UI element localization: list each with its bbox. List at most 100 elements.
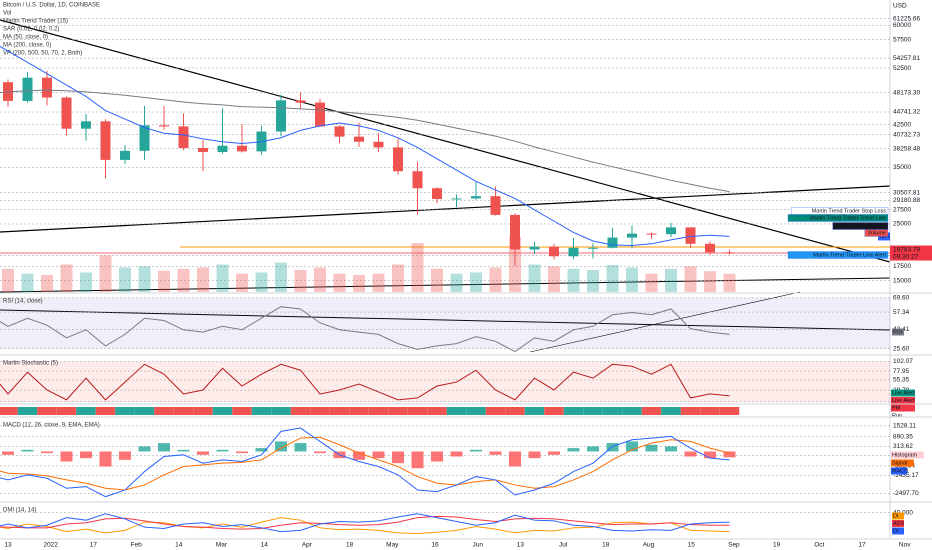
volume-bar <box>80 272 92 292</box>
last-price-box <box>890 245 932 261</box>
y-tick-label: 1528.11 <box>893 423 916 430</box>
x-tick-label: 17 <box>90 542 98 549</box>
x-tick-label: Jul <box>559 542 568 549</box>
x-tick-label: 18 <box>602 542 610 549</box>
series-line <box>0 436 730 491</box>
trend-cell <box>680 407 701 415</box>
series-tag-label: Histogram <box>892 452 917 458</box>
candle-body <box>568 247 579 257</box>
x-tick-label: Oct <box>814 542 824 549</box>
histogram-bar <box>645 444 658 452</box>
histogram-bar <box>216 449 229 452</box>
trend-cell <box>388 407 408 415</box>
histogram-bar <box>489 451 502 455</box>
candle-body <box>490 196 501 215</box>
histogram-bar <box>138 446 151 452</box>
candle-body <box>627 233 637 238</box>
volume-bar <box>684 266 697 292</box>
tag <box>891 412 915 419</box>
pane-title: Martin Stochastic (5) <box>3 361 58 367</box>
candle-body <box>295 100 306 103</box>
x-tick-label: 19 <box>773 542 781 549</box>
trend-cell <box>602 407 623 415</box>
tag-label: Martin Trend Trader Line Alert <box>813 252 886 258</box>
trend-cell <box>485 407 506 415</box>
y-tick-label: 17500 <box>893 263 911 270</box>
histogram-bar <box>606 443 619 452</box>
histogram-bar <box>392 451 404 464</box>
candle-body <box>510 214 520 250</box>
histogram-bar <box>41 451 53 454</box>
series-line <box>0 515 730 530</box>
trend-cell <box>193 407 213 415</box>
candle-body <box>724 252 735 254</box>
volume-bar <box>119 267 131 292</box>
candle-body <box>607 237 618 248</box>
currency: USD <box>893 3 907 10</box>
volume-bar <box>626 267 638 292</box>
candle-body <box>120 150 130 160</box>
indicator: SAR (0.02, 0.02, 0.2) <box>3 27 59 33</box>
series-line <box>0 427 730 498</box>
volume-bar <box>138 266 151 292</box>
x-tick-label: 14 <box>261 542 269 549</box>
histogram-bar <box>548 451 560 455</box>
y-tick-label: 25000 <box>893 221 911 228</box>
y-tick-label: 69.60 <box>893 295 910 302</box>
trend-line <box>0 277 891 293</box>
histogram-bar <box>353 451 365 460</box>
pane-title: DMI (14, 14) <box>3 508 36 514</box>
histogram-bar <box>197 451 209 455</box>
y-tick-label: 42500 <box>893 121 911 128</box>
histogram-bar <box>567 448 580 452</box>
trend-line <box>529 291 801 353</box>
y-tick-label: 57500 <box>893 36 911 43</box>
volume-bar <box>645 273 658 292</box>
tag-label: Volume <box>868 230 886 236</box>
candle-body <box>217 145 228 152</box>
histogram-bar <box>60 451 73 462</box>
series-line <box>0 513 730 533</box>
volume-bar <box>470 272 482 292</box>
x-tick-label: 18 <box>346 542 354 549</box>
y-tick-label: 40732.73 <box>893 131 920 138</box>
volume-bar <box>294 270 307 292</box>
histogram-bar <box>255 448 268 452</box>
candle-body <box>705 243 715 253</box>
candle-body <box>81 121 91 129</box>
trend-cell <box>641 407 662 415</box>
candle-body <box>432 188 442 200</box>
trend-cell <box>563 407 584 415</box>
volume-bar <box>99 255 112 292</box>
candle-body <box>666 227 676 235</box>
series-tag-label: Signal <box>892 460 907 466</box>
y-tick-label: 57.34 <box>893 309 910 316</box>
histogram-bar <box>314 451 326 454</box>
x-tick-label: 13 <box>517 542 525 549</box>
y-tick-label: 890.35 <box>893 433 913 440</box>
histogram-bar <box>684 451 697 457</box>
trend-cell <box>17 407 38 415</box>
trend-cell <box>622 407 642 415</box>
trend-cell <box>115 407 135 415</box>
x-tick-label: Feb <box>130 542 142 549</box>
volume-bar <box>275 262 287 292</box>
candle-body <box>100 121 111 160</box>
histogram-bar <box>21 449 34 452</box>
histogram-bar <box>294 443 307 452</box>
candle-body <box>393 147 403 172</box>
histogram-bar <box>470 449 482 452</box>
y-tick-label: 29180.88 <box>893 197 920 204</box>
y-tick-label: 61225.66 <box>893 15 920 22</box>
volume-bar <box>197 267 209 292</box>
trend-cell <box>173 407 194 415</box>
trend-cell <box>427 407 447 415</box>
volume-bar <box>704 271 716 292</box>
last-price: 19783.79 <box>893 246 920 253</box>
series-line <box>0 89 730 193</box>
trend-cell <box>310 407 330 415</box>
volume-bar <box>528 264 541 292</box>
x-tick-label: Nov <box>899 542 911 549</box>
